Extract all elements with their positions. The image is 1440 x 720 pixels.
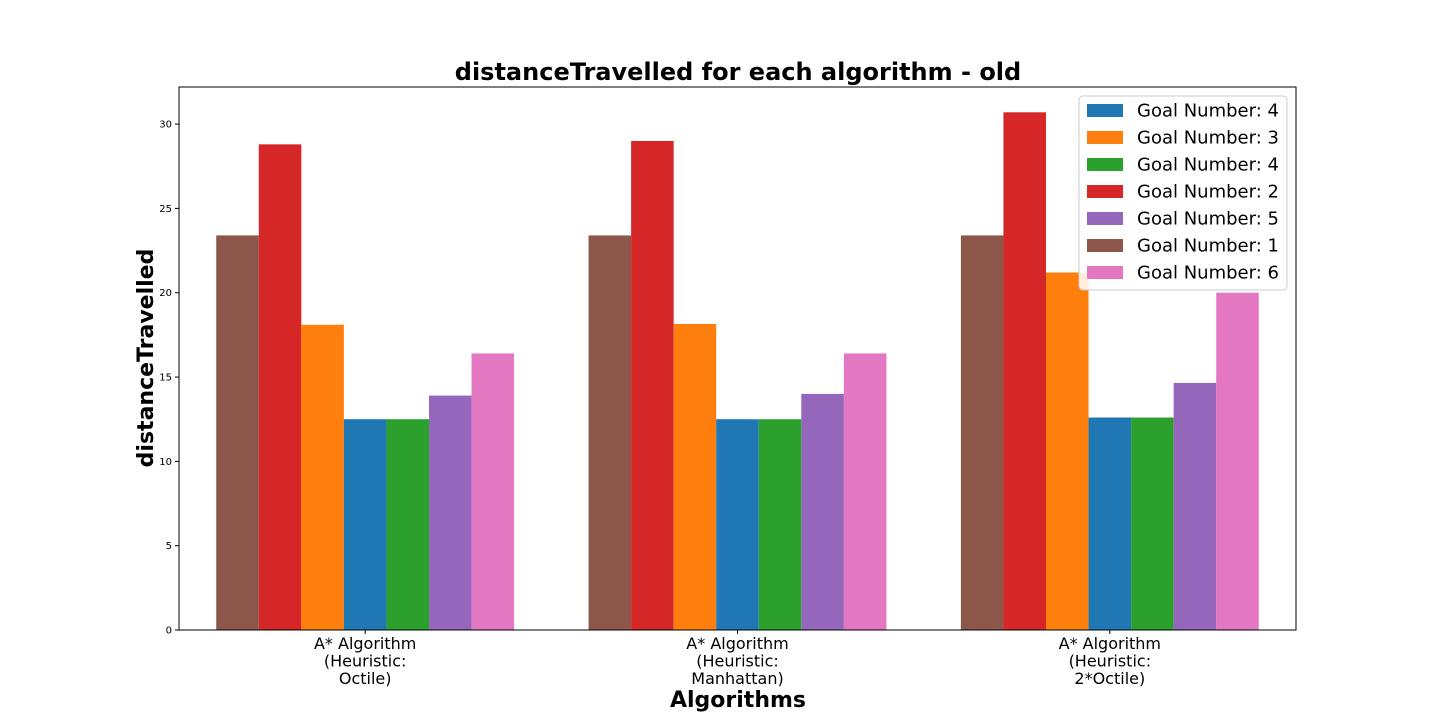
legend: Goal Number: 4 Goal Number: 3 Goal Number:… — [1078, 95, 1288, 291]
x-axis: A* Algorithm (Heuristic: Octile) A* Algorit… — [314, 630, 1161, 688]
legend-frame — [1078, 95, 1288, 291]
bar-goal-number-4-cat-1 — [386, 419, 429, 630]
y-tick-label: 30 — [159, 120, 172, 131]
bar-goal-number-4-cat-1 — [343, 419, 387, 630]
bar-goal-number-6-cat-1 — [471, 353, 515, 630]
y-axis-label: distanceTravelled — [134, 249, 159, 468]
y-tick-label: 25 — [159, 204, 172, 215]
bar-goal-number-3-cat-3 — [1046, 272, 1089, 630]
bar-goal-number-4-cat-2 — [716, 419, 759, 630]
y-tick-label: 15 — [159, 373, 172, 384]
legend-swatch — [1087, 131, 1123, 144]
legend-swatch — [1087, 266, 1123, 279]
legend-entry: Goal Number: 3 — [1137, 128, 1279, 149]
bar-goal-number-3-cat-1 — [301, 324, 344, 630]
legend-swatch — [1087, 239, 1123, 252]
bar-goal-number-1-cat-1 — [216, 235, 259, 630]
legend-entry: Goal Number: 4 — [1137, 155, 1279, 176]
bar-goal-number-5-cat-1 — [429, 395, 472, 630]
x-axis-label: Algorithms — [670, 688, 806, 713]
bar-goal-number-2-cat-3 — [1003, 112, 1046, 631]
legend-entry: Goal Number: 2 — [1137, 182, 1279, 203]
legend-swatch — [1087, 104, 1123, 117]
bar-goal-number-6-cat-3 — [1216, 292, 1259, 630]
bar-goal-number-5-cat-2 — [801, 393, 844, 630]
x-tick-label: A* Algorithm (Heuristic: Octile) — [314, 634, 416, 688]
bar-goal-number-1-cat-2 — [588, 235, 632, 630]
x-tick-label: A* Algorithm (Heuristic: Manhattan) — [686, 634, 788, 688]
bars-group — [216, 112, 1259, 631]
bar-goal-number-5-cat-3 — [1173, 382, 1217, 630]
bar-goal-number-3-cat-2 — [673, 323, 717, 630]
legend-swatch — [1087, 158, 1123, 171]
bar-goal-number-2-cat-2 — [631, 140, 674, 630]
bar-goal-number-4-cat-3 — [1088, 417, 1132, 630]
y-tick-label: 5 — [166, 541, 172, 552]
legend-swatch — [1087, 185, 1123, 198]
legend-entry: Goal Number: 1 — [1137, 236, 1279, 257]
y-axis: 0 5 10 15 20 25 30 — [159, 120, 179, 637]
y-tick-label: 0 — [166, 626, 172, 637]
bar-goal-number-6-cat-2 — [843, 353, 887, 630]
legend-entry: Goal Number: 6 — [1137, 263, 1279, 284]
x-tick-label: A* Algorithm (Heuristic: 2*Octile) — [1059, 634, 1161, 688]
bar-goal-number-2-cat-1 — [258, 144, 302, 630]
y-tick-label: 10 — [159, 457, 172, 468]
bar-goal-number-4-cat-3 — [1131, 417, 1174, 630]
bar-goal-number-1-cat-3 — [960, 235, 1004, 630]
y-tick-label: 20 — [159, 288, 172, 299]
legend-entry: Goal Number: 5 — [1137, 209, 1279, 230]
legend-entry: Goal Number: 4 — [1137, 101, 1279, 122]
bar-goal-number-4-cat-2 — [758, 419, 802, 630]
legend-swatch — [1087, 212, 1123, 225]
chart-title: distanceTravelled for each algorithm - o… — [455, 58, 1021, 86]
